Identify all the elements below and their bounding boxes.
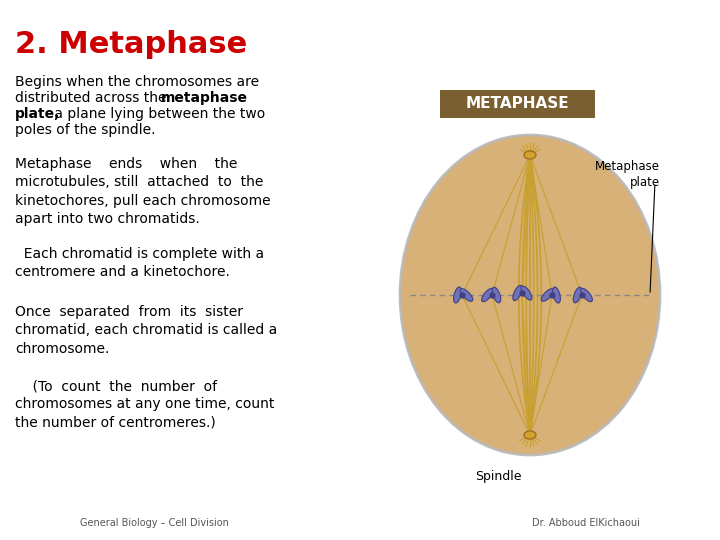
Text: Once  separated  from  its  sister
chromatid, each chromatid is called a
chromos: Once separated from its sister chromatid… [15,305,277,356]
Text: metaphase: metaphase [161,91,248,105]
Ellipse shape [521,286,532,300]
Text: distributed across the: distributed across the [15,91,171,105]
Ellipse shape [454,287,462,303]
Ellipse shape [400,135,660,455]
Text: Spindle: Spindle [475,470,521,483]
Ellipse shape [573,287,582,303]
Ellipse shape [524,151,536,159]
Text: Each chromatid is complete with a
centromere and a kinetochore.: Each chromatid is complete with a centro… [15,247,264,279]
Text: Dr. Abboud ElKichaoui: Dr. Abboud ElKichaoui [532,518,640,528]
Text: General Biology – Cell Division: General Biology – Cell Division [80,518,229,528]
Text: (To  count  the  number  of
chromosomes at any one time, count
the number of cen: (To count the number of chromosomes at a… [15,379,274,430]
Ellipse shape [513,285,522,301]
Ellipse shape [580,288,593,302]
Text: 2. Metaphase: 2. Metaphase [15,30,247,59]
Ellipse shape [460,289,473,301]
Ellipse shape [553,287,560,303]
FancyBboxPatch shape [440,90,595,118]
Text: poles of the spindle.: poles of the spindle. [15,123,156,137]
Text: Metaphase
plate: Metaphase plate [595,160,660,189]
Text: plate,: plate, [15,107,60,121]
Text: a plane lying between the two: a plane lying between the two [50,107,265,121]
Ellipse shape [482,288,493,302]
Ellipse shape [541,289,554,301]
Text: Metaphase    ends    when    the
microtubules, still  attached  to  the
kinetoch: Metaphase ends when the microtubules, st… [15,157,271,226]
Text: Begins when the chromosomes are: Begins when the chromosomes are [15,75,259,89]
Ellipse shape [492,287,500,303]
Text: METAPHASE: METAPHASE [466,97,570,111]
Ellipse shape [524,431,536,439]
